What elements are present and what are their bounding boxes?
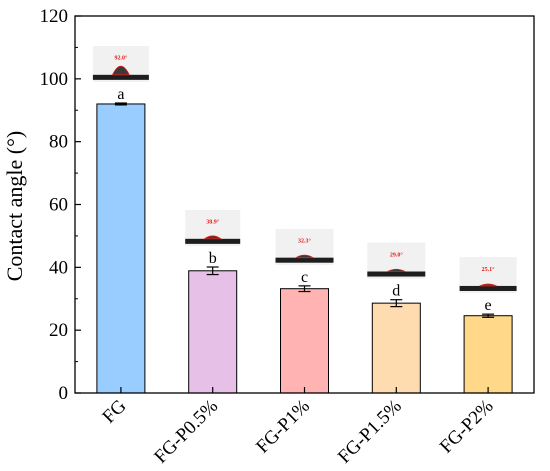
inset-substrate xyxy=(92,74,149,80)
significance-letter: c xyxy=(301,269,308,286)
inset-angle-label: 38.9° xyxy=(206,219,220,226)
bar xyxy=(371,302,421,394)
droplet-inset-image: 25.1° xyxy=(459,257,517,294)
droplet-inset-image: 32.3° xyxy=(275,228,334,265)
inset-substrate xyxy=(367,271,426,277)
y-tick-label: 80 xyxy=(49,132,68,153)
y-axis-title: Contact angle (°) xyxy=(2,131,27,282)
y-tick-label: 60 xyxy=(49,195,68,216)
inset-angle-label: 32.3° xyxy=(298,238,312,245)
droplet-inset-image: 29.0° xyxy=(367,242,426,279)
significance-letter: e xyxy=(485,297,492,314)
significance-letter: d xyxy=(392,283,400,300)
x-tick-label: FG-P0.5% xyxy=(150,396,222,468)
significance-letter: a xyxy=(117,86,124,103)
x-tick-label: FG-P1.5% xyxy=(334,396,406,468)
bar xyxy=(96,103,146,394)
y-tick-label: 100 xyxy=(40,69,69,90)
y-tick-label: 120 xyxy=(40,6,69,27)
significance-letter: b xyxy=(209,250,217,267)
droplet-inset-image: 92.0° xyxy=(92,46,149,83)
bar xyxy=(280,288,329,394)
x-tick-label: FG-P2% xyxy=(436,396,498,458)
droplet-icon xyxy=(387,268,406,272)
bar xyxy=(463,315,513,394)
y-tick-label: 20 xyxy=(49,320,68,341)
inset-angle-label: 29.0° xyxy=(390,251,404,258)
inset-substrate xyxy=(185,238,241,244)
inset-angle-label: 25.1° xyxy=(482,266,496,273)
plot-frame xyxy=(74,15,535,394)
inset-substrate xyxy=(459,285,517,291)
y-tick-label: 40 xyxy=(49,257,68,278)
droplet-icon xyxy=(203,235,223,240)
x-tick-label: FG xyxy=(98,395,130,427)
droplet-icon xyxy=(111,65,130,76)
droplet-inset-image: 38.9° xyxy=(185,210,241,247)
droplet-icon xyxy=(479,283,497,287)
y-tick-label: 0 xyxy=(59,383,69,404)
inset-angle-label: 92.0° xyxy=(114,55,128,62)
bar xyxy=(188,270,238,394)
droplet-icon xyxy=(294,254,315,259)
inset-substrate xyxy=(275,257,334,263)
x-tick-label: FG-P1% xyxy=(252,396,314,458)
